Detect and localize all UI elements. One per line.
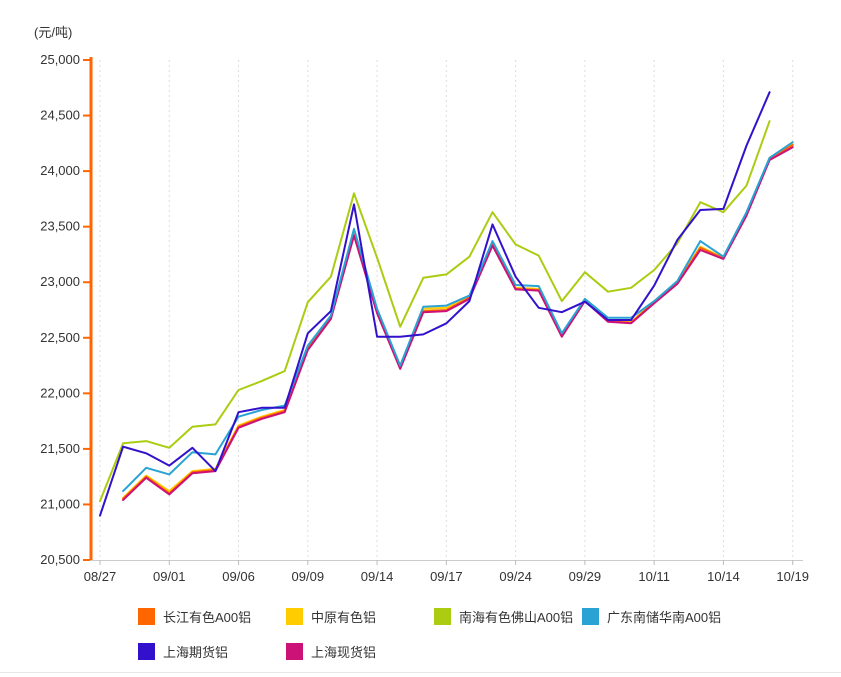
y-axis-label: 23,500 [40,219,80,234]
y-axis-label: 22,500 [40,330,80,345]
legend-label: 长江有色A00铝 [163,610,252,625]
y-axis-unit-label: (元/吨) [34,25,73,40]
x-axis-label: 10/14 [707,569,740,584]
legend-item-0[interactable]: 长江有色A00铝 [138,607,251,626]
price-line-series-4 [99,91,771,517]
price-line-series-1 [122,143,794,499]
legend-item-4[interactable]: 上海期货铝 [138,642,228,661]
x-axis-label: 10/11 [638,569,670,584]
price-line-series-0 [122,144,794,500]
bottom-divider [0,672,841,673]
price-line-series-2 [99,120,771,503]
y-axis-label: 24,500 [40,108,80,123]
legend-swatch [434,608,451,625]
legend-swatch [138,643,155,660]
x-axis-label: 09/09 [292,569,325,584]
price-line-series-5 [122,146,794,501]
legend-swatch [138,608,155,625]
y-axis-label: 21,500 [40,441,80,456]
y-axis-label: 22,000 [40,385,80,400]
y-axis-label: 24,000 [40,163,80,178]
legend-label: 上海现货铝 [311,645,377,660]
legend-label: 上海期货铝 [163,645,229,660]
y-axis-label: 20,500 [40,552,80,567]
x-axis-label: 10/19 [776,569,809,584]
legend-item-3[interactable]: 广东南储华南A00铝 [582,607,721,626]
x-axis-label: 09/17 [430,569,463,584]
legend-swatch [582,608,599,625]
x-axis-label: 09/06 [222,569,255,584]
legend-item-1[interactable]: 中原有色铝 [286,607,376,626]
legend-label: 中原有色铝 [311,610,377,625]
legend-item-2[interactable]: 南海有色佛山A00铝 [434,607,573,626]
legend-swatch [286,643,303,660]
x-axis-label: 09/01 [153,569,186,584]
x-axis-label: 09/14 [361,569,394,584]
y-axis-label: 25,000 [40,52,80,67]
legend-swatch [286,608,303,625]
x-axis-label: 09/29 [569,569,602,584]
x-axis-label: 09/24 [499,569,532,584]
x-axis-label: 08/27 [84,569,117,584]
legend-label: 南海有色佛山A00铝 [459,610,574,625]
legend-item-5[interactable]: 上海现货铝 [286,642,376,661]
aluminum-price-line-chart[interactable]: 08/27 09/01 09/06 09/09 09/14 09/17 09/24 09/29… [0,0,841,600]
price-line-series-3 [122,141,794,493]
legend-label: 广东南储华南A00铝 [607,610,722,625]
y-axis-label: 21,000 [40,496,80,511]
y-axis-label: 23,000 [40,274,80,289]
